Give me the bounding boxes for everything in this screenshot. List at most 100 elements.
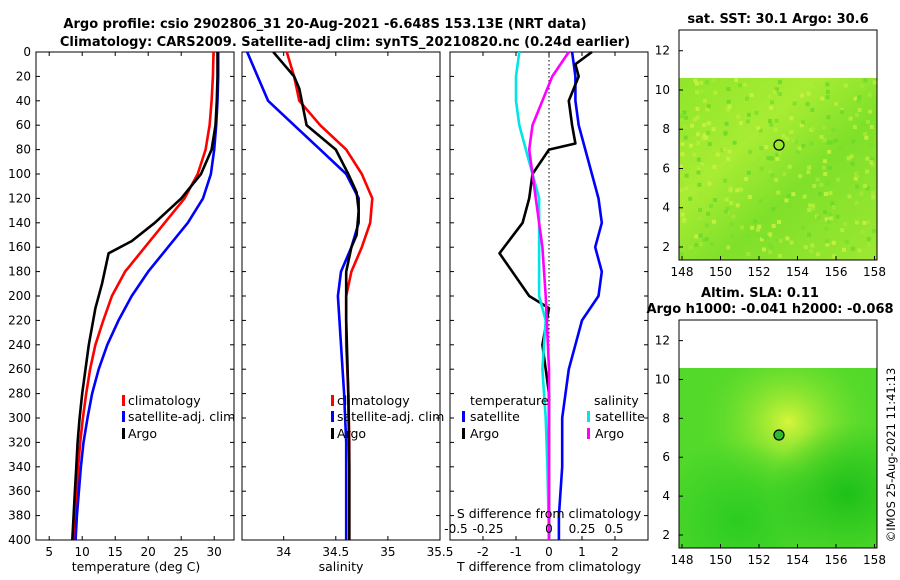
depth-tick-label: 280 <box>8 387 31 401</box>
temperature-xlabel: temperature (deg C) <box>72 559 201 574</box>
sst-pixel <box>697 191 702 196</box>
depth-tick-label: 20 <box>16 69 31 83</box>
sst-pixel <box>750 225 755 230</box>
map-x-tick-label: 156 <box>825 553 848 567</box>
sst-pixel <box>715 152 720 157</box>
sst-pixel <box>803 245 808 250</box>
sst-pixel <box>739 187 744 192</box>
sst-pixel <box>702 123 707 128</box>
sst-pixel <box>825 82 830 87</box>
sst-pixel <box>801 120 806 125</box>
sst-pixel <box>860 229 865 234</box>
sst-pixel <box>732 140 737 145</box>
difference-xlabel: T difference from climatology <box>456 559 642 574</box>
sst-pixel <box>695 107 700 111</box>
sst-pixel <box>729 234 734 239</box>
s-tick-label: 0 <box>545 522 553 536</box>
sst-pixel <box>871 195 876 200</box>
sst-pixel <box>785 236 790 241</box>
sst-pixel <box>807 208 812 212</box>
legend-swatch-climatology <box>331 395 334 406</box>
sst-pixel <box>819 182 824 187</box>
sst-pixel <box>702 157 707 162</box>
sst-pixel <box>769 122 774 127</box>
sst-pixel <box>738 121 743 126</box>
sst-pixel <box>835 214 840 219</box>
map-y-tick-label: 10 <box>655 83 670 97</box>
legend-swatch-satellite <box>331 411 334 422</box>
sst-pixel <box>704 135 709 140</box>
series-line-s-argo <box>527 51 570 540</box>
sst-pixel <box>775 156 780 161</box>
sst-pixel <box>797 146 802 151</box>
sst-pixel <box>865 186 870 191</box>
sst-pixel <box>857 107 862 112</box>
x-tick-label: -2 <box>477 545 489 559</box>
sst-pixel <box>865 169 870 174</box>
sst-pixel <box>698 242 703 246</box>
depth-axis: 0 20 40 60 80 100 120 140 160 180 200 220 240 260 280 3… <box>8 45 648 547</box>
sst-pixel <box>849 154 854 159</box>
sst-pixel <box>810 243 815 248</box>
sst-pixel <box>679 252 684 257</box>
legend-climatology: climatology <box>128 393 201 408</box>
sst-pixel <box>854 220 859 225</box>
sst-pixel <box>860 122 865 126</box>
sst-pixel <box>855 173 860 178</box>
sst-pixel <box>828 212 833 217</box>
sst-pixel <box>711 78 716 83</box>
sst-pixel <box>789 240 794 245</box>
x-tick-label: 30 <box>207 545 222 559</box>
sst-pixel <box>866 220 871 225</box>
sst-pixel <box>699 164 704 169</box>
legend-swatch-argo <box>331 428 334 439</box>
sst-pixel <box>746 112 751 117</box>
sst-pixel <box>799 123 804 128</box>
sst-pixel <box>840 228 845 233</box>
sst-pixel <box>854 201 859 205</box>
sst-pixel <box>769 105 774 110</box>
sst-pixel <box>706 104 711 109</box>
depth-tick-label: 0 <box>23 45 31 59</box>
sst-pixel <box>759 237 764 242</box>
depth-tick-label: 360 <box>8 484 31 498</box>
sst-pixel <box>748 149 753 154</box>
map-y-tick-label: 4 <box>662 489 670 503</box>
sst-pixel <box>859 191 864 196</box>
sla-map-axes: 148 150 152 154 156 158 2 4 6 8 10 12 <box>655 334 886 567</box>
sst-pixel <box>791 138 796 143</box>
sst-pixel <box>840 109 845 114</box>
sst-pixel <box>824 239 829 244</box>
legend-argo: Argo <box>337 426 366 441</box>
sst-pixel <box>825 242 830 247</box>
series-line-satellite-adj-clim <box>246 51 361 540</box>
sst-pixel <box>704 80 709 85</box>
sst-pixel <box>827 219 832 224</box>
sst-pixel <box>853 96 858 101</box>
depth-tick-label: 380 <box>8 509 31 523</box>
sst-pixel <box>680 152 685 157</box>
sst-pixel <box>807 232 812 237</box>
sst-pixel <box>766 156 771 161</box>
sst-pixel <box>711 127 716 132</box>
sst-pixel <box>856 98 861 103</box>
sst-pixel <box>774 87 779 92</box>
series-line-argo <box>71 52 219 541</box>
sst-pixel <box>863 78 868 83</box>
map-x-tick-label: 154 <box>786 553 809 567</box>
sst-pixel <box>740 225 744 230</box>
sst-pixel <box>768 232 773 237</box>
sst-pixel <box>782 172 787 176</box>
depth-tick-label: 160 <box>8 240 31 254</box>
sst-pixel <box>726 245 731 250</box>
sst-pixel <box>770 100 774 105</box>
sst-pixel <box>723 178 727 183</box>
sst-pixel <box>784 198 789 203</box>
sst-pixel <box>777 253 782 258</box>
legend-s-satellite: satellite <box>595 409 645 424</box>
sst-pixel <box>726 107 731 112</box>
sst-pixel <box>863 184 868 188</box>
sst-pixel <box>746 252 751 256</box>
s-difference-ticks: -0.5 -0.25 0 0.25 0.5 <box>444 522 623 536</box>
sst-pixel <box>815 252 820 257</box>
